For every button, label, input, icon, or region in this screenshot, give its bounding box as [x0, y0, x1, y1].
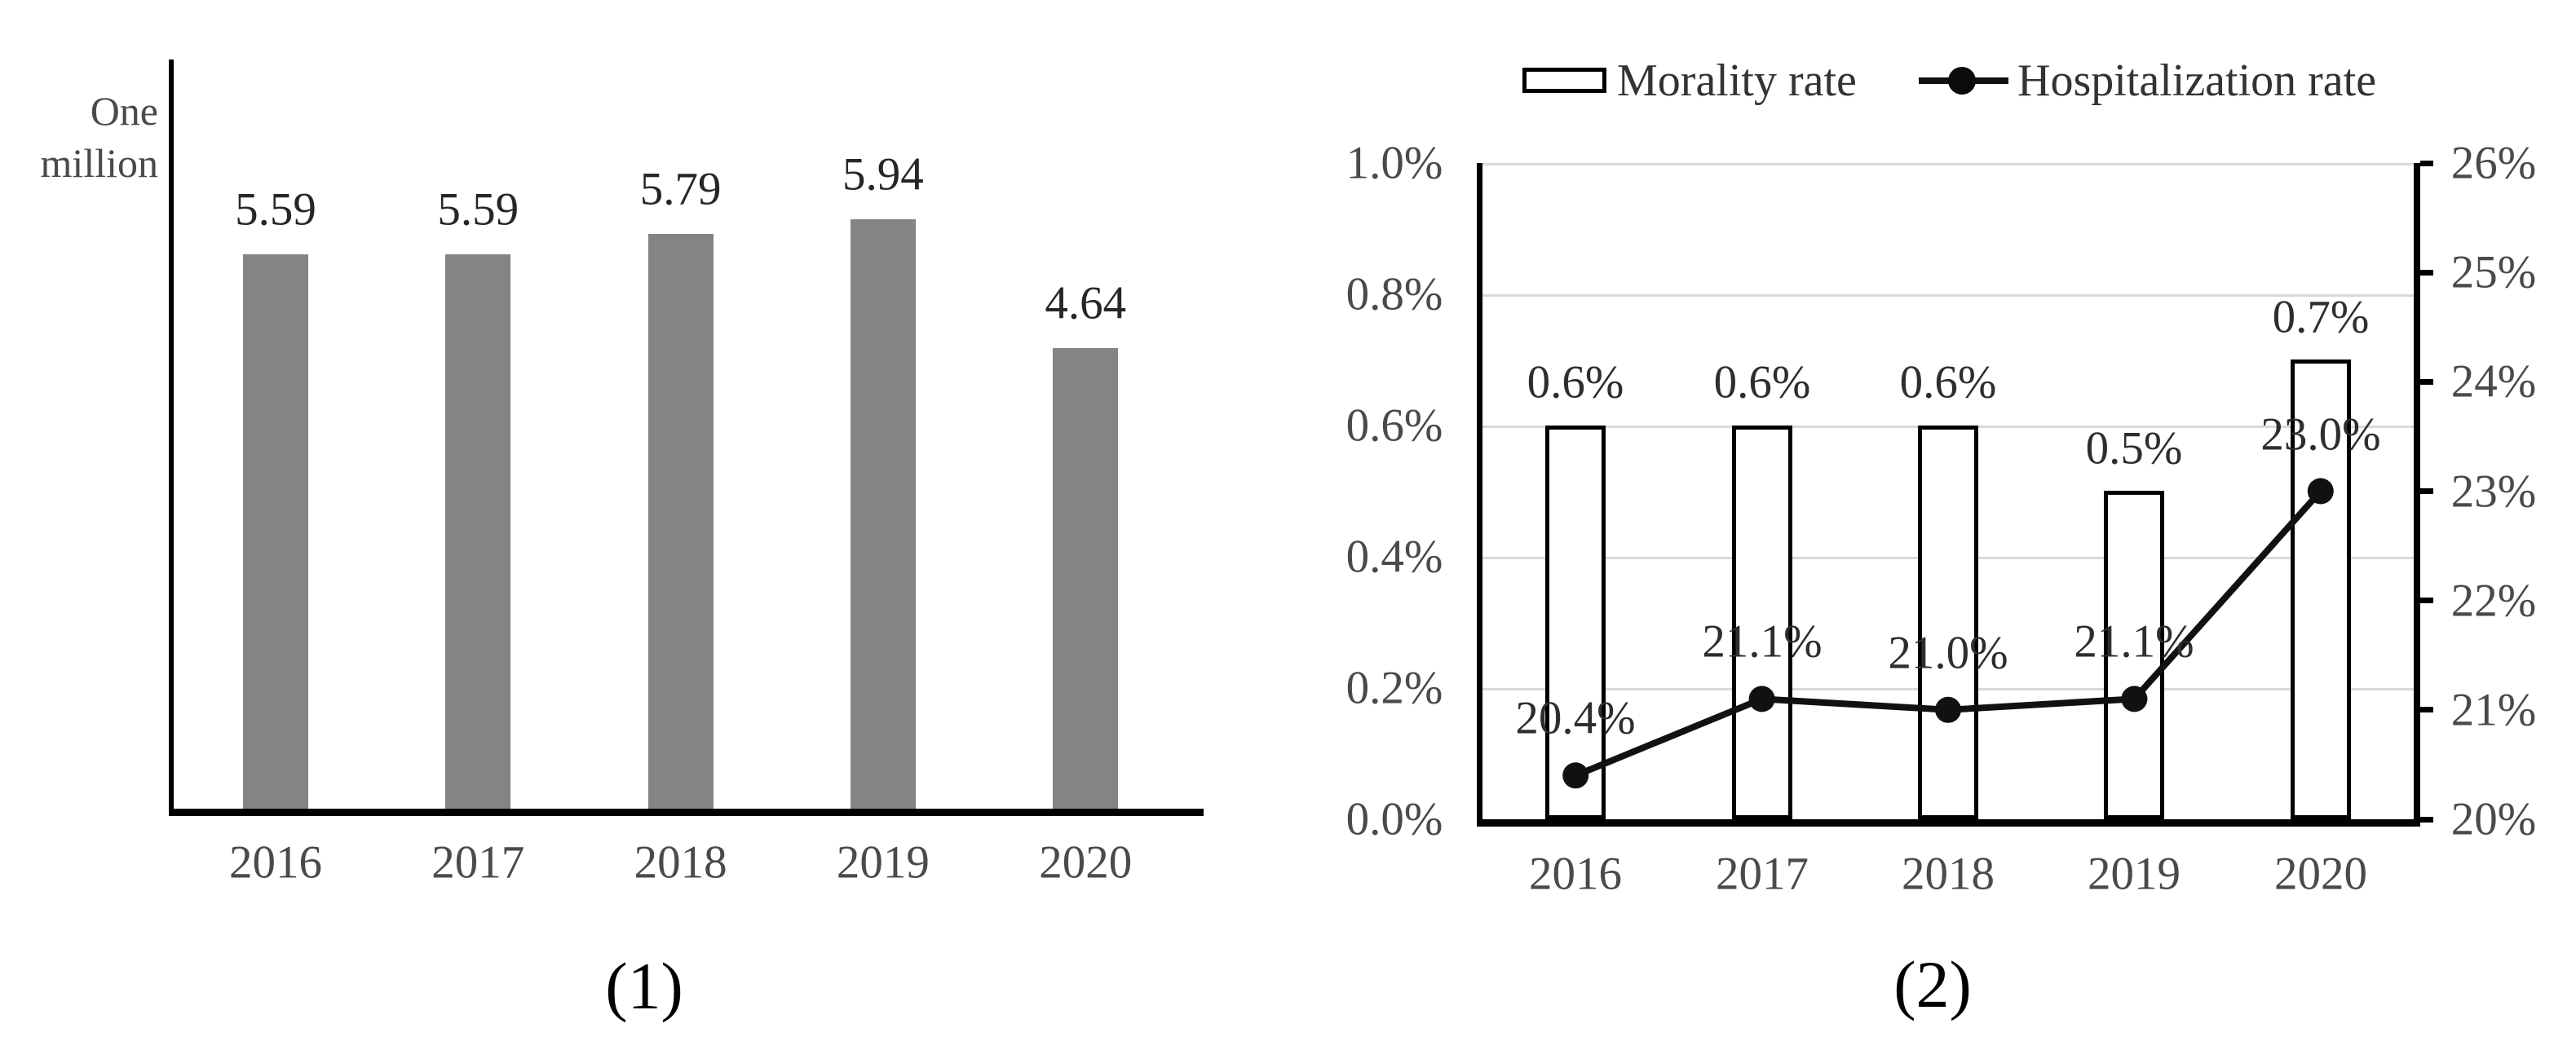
right-axis-tick-mark [2420, 270, 2433, 276]
right-axis-tick-label: 25% [2450, 246, 2537, 298]
line-value-label: 21.1% [1702, 615, 1823, 668]
right-axis-tick-label: 26% [2450, 137, 2537, 189]
bar-2017 [1732, 426, 1792, 819]
legend-bar-swatch [1522, 68, 1606, 93]
bar-value-label: 5.79 [639, 163, 722, 215]
line-value-label: 21.1% [2074, 615, 2194, 668]
right-axis-tick-mark [2420, 817, 2433, 823]
bar-2016 [243, 254, 308, 809]
right-axis-tick-mark [2420, 707, 2433, 712]
line-marker-2016 [1562, 762, 1589, 789]
right-axis-tick-mark [2420, 488, 2433, 494]
x-tick-label: 2020 [2274, 848, 2367, 900]
left-axis-tick-label: 0.8% [1345, 268, 1443, 320]
left-axis-tick-label: 1.0% [1345, 137, 1443, 189]
x-tick-label: 2017 [1716, 848, 1809, 900]
x-tick-label: 2019 [2088, 848, 2181, 900]
plot-area [1482, 163, 2414, 819]
left-axis-tick-label: 0.4% [1345, 531, 1443, 583]
bar-value-label: 0.6% [1713, 356, 1811, 408]
x-tick-label: 2019 [836, 836, 930, 889]
bar-2016 [1545, 426, 1606, 819]
bar-value-label: 0.5% [2085, 422, 2183, 474]
right-axis-tick-label: 21% [2450, 684, 2537, 736]
bar-2017 [445, 254, 511, 809]
panel-1-caption: (1) [605, 949, 683, 1023]
x-axis-line [1477, 819, 2420, 827]
line-value-label: 21.0% [1888, 627, 2008, 679]
x-tick-label: 2016 [229, 836, 322, 889]
bar-value-label: 0.6% [1527, 356, 1624, 408]
bar-value-label: 4.64 [1045, 277, 1127, 329]
legend-line-marker-icon [1948, 67, 1976, 95]
gridline [1482, 294, 2414, 297]
line-marker-2017 [1748, 686, 1775, 712]
x-tick-label: 2018 [634, 836, 727, 889]
x-tick-label: 2017 [431, 836, 525, 889]
right-axis-tick-mark [2420, 161, 2433, 166]
x-tick-label: 2016 [1529, 848, 1622, 900]
panel-1-bar-chart: One million 5.59 2016 5.59 2017 5.79 2018 5.94… [40, 60, 1204, 1023]
line-marker-2019 [2121, 686, 2148, 712]
bar-value-label: 0.7% [2272, 291, 2370, 343]
line-marker-2020 [2307, 478, 2334, 505]
right-axis-tick-mark [2420, 379, 2433, 385]
bar-value-label: 5.59 [437, 183, 519, 236]
bar-2020 [2291, 359, 2351, 819]
line-marker-2018 [1935, 696, 1961, 723]
right-axis-line [2414, 163, 2420, 819]
y-axis-unit-label: One million [40, 88, 158, 186]
left-axis-tick-label: 0.6% [1345, 399, 1443, 452]
legend-label-hospitalization-rate: Hospitalization rate [2017, 55, 2377, 106]
y-axis-line [169, 60, 174, 816]
left-axis-tick-label: 0.0% [1345, 793, 1443, 845]
gridline [1482, 163, 2414, 165]
bar-value-label: 5.94 [842, 148, 924, 201]
left-axis-line [1477, 163, 1482, 819]
bar-2019 [2104, 491, 2164, 819]
right-axis-tick-mark [2420, 598, 2433, 603]
left-axis-tick-label: 0.2% [1345, 662, 1443, 714]
legend-label-morality-rate: Morality rate [1617, 55, 1857, 106]
panel-2-combo-chart: Morality rate Hospitalization rate 1.0% 0… [1288, 0, 2576, 1041]
x-axis-line [169, 809, 1204, 816]
bar-value-label: 5.59 [235, 183, 316, 236]
bar-2018 [1918, 426, 1978, 819]
plot-area [174, 60, 1204, 809]
hospitalization-rate-line [1562, 478, 2334, 789]
x-tick-label: 2020 [1039, 836, 1133, 889]
panel-2-caption: (2) [1893, 947, 1972, 1021]
right-axis-tick-label: 20% [2450, 793, 2537, 845]
bar-2018 [647, 234, 714, 809]
bar-value-label: 0.6% [1899, 356, 1997, 408]
line-value-label: 20.4% [1515, 692, 1636, 744]
x-tick-label: 2018 [1902, 848, 1995, 900]
right-axis-tick-label: 23% [2450, 465, 2537, 518]
right-axis-tick-label: 22% [2450, 575, 2537, 627]
line-value-label: 23.0% [2260, 408, 2381, 461]
bar-2020 [1053, 348, 1119, 809]
bar-2019 [850, 219, 916, 809]
right-axis-tick-label: 24% [2450, 355, 2537, 408]
